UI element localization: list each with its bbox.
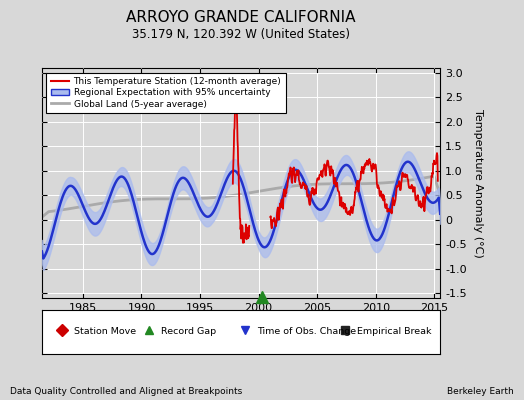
Text: ARROYO GRANDE CALIFORNIA: ARROYO GRANDE CALIFORNIA (126, 10, 356, 25)
Text: Data Quality Controlled and Aligned at Breakpoints: Data Quality Controlled and Aligned at B… (10, 387, 243, 396)
Legend: This Temperature Station (12-month average), Regional Expectation with 95% uncer: This Temperature Station (12-month avera… (47, 72, 286, 113)
Text: Station Move: Station Move (74, 328, 136, 336)
Text: Empirical Break: Empirical Break (356, 328, 431, 336)
Text: Record Gap: Record Gap (161, 328, 216, 336)
Text: Time of Obs. Change: Time of Obs. Change (257, 328, 356, 336)
Text: 35.179 N, 120.392 W (United States): 35.179 N, 120.392 W (United States) (132, 28, 350, 41)
Y-axis label: Temperature Anomaly (°C): Temperature Anomaly (°C) (473, 109, 483, 257)
Text: Berkeley Earth: Berkeley Earth (447, 387, 514, 396)
